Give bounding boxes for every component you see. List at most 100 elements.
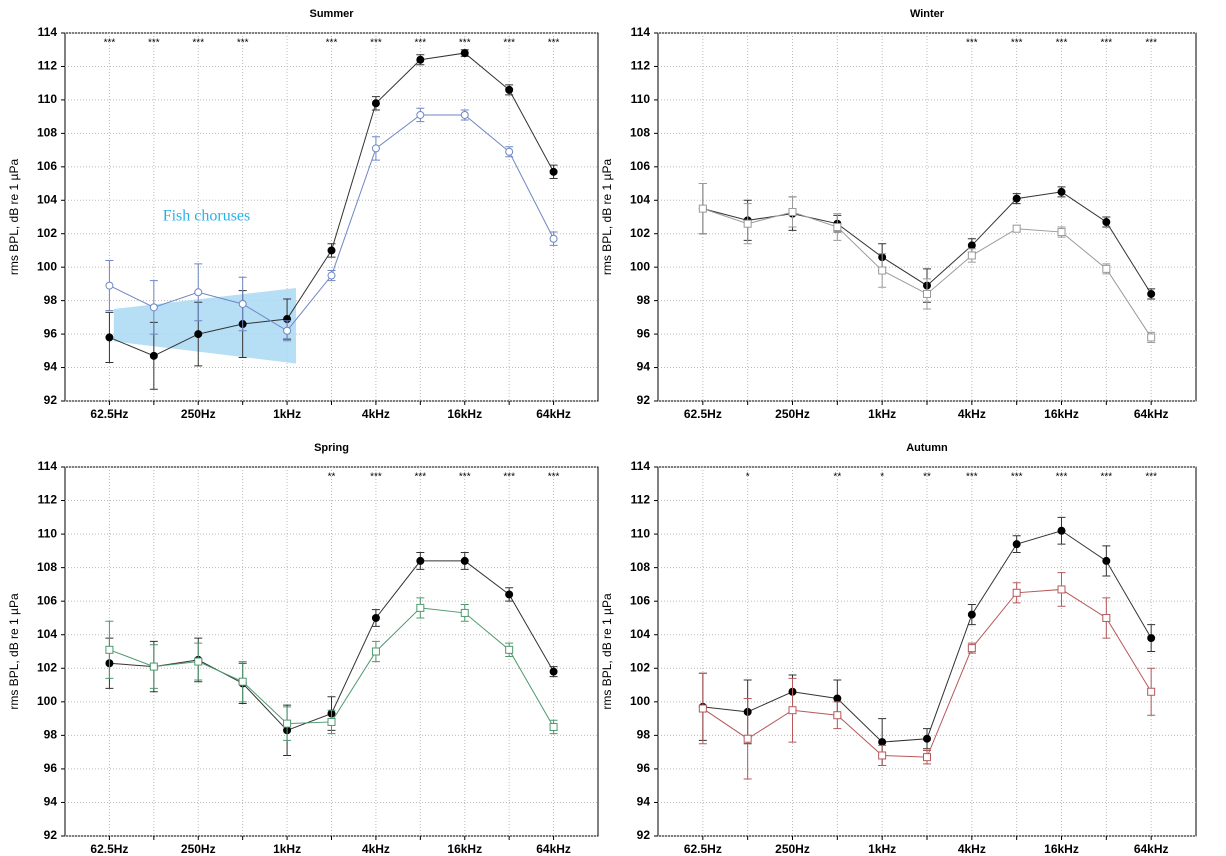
significance-label: ***	[192, 38, 204, 49]
y-tick-label: 102	[630, 226, 650, 240]
marker	[505, 85, 514, 94]
x-tick-label: 4kHz	[362, 842, 390, 856]
y-tick-label: 114	[38, 25, 58, 39]
marker	[149, 303, 158, 312]
y-tick-label: 94	[44, 360, 58, 374]
x-tick-label: 64kHz	[536, 842, 571, 856]
marker	[327, 271, 336, 280]
significance-label: **	[328, 472, 336, 483]
marker	[371, 99, 380, 108]
significance-label: ***	[548, 472, 560, 483]
y-tick-label: 96	[44, 326, 58, 340]
y-tick-label: 108	[37, 126, 57, 140]
marker	[549, 234, 558, 243]
significance-label: ***	[459, 38, 471, 49]
marker	[194, 657, 203, 666]
significance-label: ***	[1100, 472, 1112, 483]
x-tick-label: 250Hz	[181, 842, 216, 856]
x-tick-label: 16kHz	[447, 842, 482, 856]
marker	[1012, 588, 1021, 597]
significance-label: ***	[503, 472, 515, 483]
marker	[505, 147, 514, 156]
marker	[1102, 218, 1111, 227]
y-tick-label: 102	[37, 660, 57, 674]
x-tick-label: 250Hz	[775, 842, 810, 856]
x-tick-label: 1kHz	[273, 842, 301, 856]
marker	[1147, 634, 1156, 643]
y-tick-label: 98	[44, 728, 58, 742]
y-tick-label: 100	[630, 259, 650, 273]
marker	[149, 662, 158, 671]
marker	[283, 719, 292, 728]
x-tick-label: 62.5Hz	[684, 407, 722, 421]
y-tick-label: 98	[637, 728, 651, 742]
significance-label: ***	[1100, 38, 1112, 49]
y-tick-label: 92	[44, 393, 58, 407]
panel-title: Autumn	[906, 442, 948, 454]
marker	[1012, 224, 1021, 233]
x-tick-label: 4kHz	[958, 842, 986, 856]
marker	[194, 330, 203, 339]
x-tick-label: 1kHz	[868, 407, 896, 421]
y-tick-label: 106	[630, 593, 650, 607]
marker	[833, 711, 842, 720]
significance-label: *	[880, 472, 884, 483]
y-tick-label: 104	[37, 627, 57, 641]
x-tick-label: 62.5Hz	[684, 842, 722, 856]
marker	[1102, 556, 1111, 565]
y-tick-label: 112	[631, 59, 651, 73]
y-tick-label: 108	[37, 560, 57, 574]
marker	[967, 644, 976, 653]
marker	[923, 734, 931, 743]
marker	[105, 281, 114, 290]
x-tick-label: 64kHz	[1134, 407, 1169, 421]
y-tick-label: 92	[44, 828, 58, 842]
significance-label: ***	[1011, 38, 1023, 49]
y-tick-label: 110	[631, 526, 651, 540]
marker	[238, 677, 247, 686]
x-tick-label: 1kHz	[868, 842, 896, 856]
y-tick-label: 108	[630, 126, 650, 140]
marker	[1057, 187, 1066, 196]
y-tick-label: 102	[37, 226, 57, 240]
marker	[416, 55, 425, 64]
marker	[149, 351, 158, 360]
marker	[833, 694, 842, 703]
y-tick-label: 110	[38, 526, 58, 540]
y-tick-label: 114	[38, 459, 58, 473]
significance-label: ***	[966, 38, 978, 49]
x-tick-label: 62.5Hz	[90, 842, 128, 856]
significance-label: **	[833, 472, 841, 483]
marker	[460, 556, 469, 565]
panel-title: Summer	[309, 8, 354, 20]
marker	[833, 223, 842, 232]
marker	[923, 753, 931, 762]
marker	[105, 645, 114, 654]
marker	[1012, 194, 1021, 203]
marker	[1012, 540, 1021, 549]
marker	[698, 704, 707, 713]
y-tick-label: 94	[637, 795, 651, 809]
significance-label: ***	[1056, 38, 1068, 49]
marker	[238, 299, 247, 308]
panel-title: Winter	[910, 8, 945, 20]
y-tick-label: 96	[637, 326, 651, 340]
y-axis-label: rms BPL, dB re 1 µPa	[7, 159, 21, 276]
significance-label: ***	[1145, 38, 1157, 49]
y-tick-label: 106	[37, 593, 57, 607]
x-tick-label: 16kHz	[447, 407, 482, 421]
fish-chorus-region	[113, 288, 296, 364]
marker	[967, 241, 976, 250]
y-tick-label: 100	[37, 259, 57, 273]
marker	[327, 246, 336, 255]
x-tick-label: 64kHz	[536, 407, 571, 421]
marker	[460, 49, 469, 58]
marker	[923, 289, 931, 298]
marker	[505, 645, 514, 654]
y-tick-label: 92	[637, 393, 651, 407]
marker	[698, 204, 707, 213]
y-tick-label: 110	[38, 92, 58, 106]
significance-label: ***	[1011, 472, 1023, 483]
x-tick-label: 4kHz	[958, 407, 986, 421]
significance-label: ***	[414, 472, 426, 483]
